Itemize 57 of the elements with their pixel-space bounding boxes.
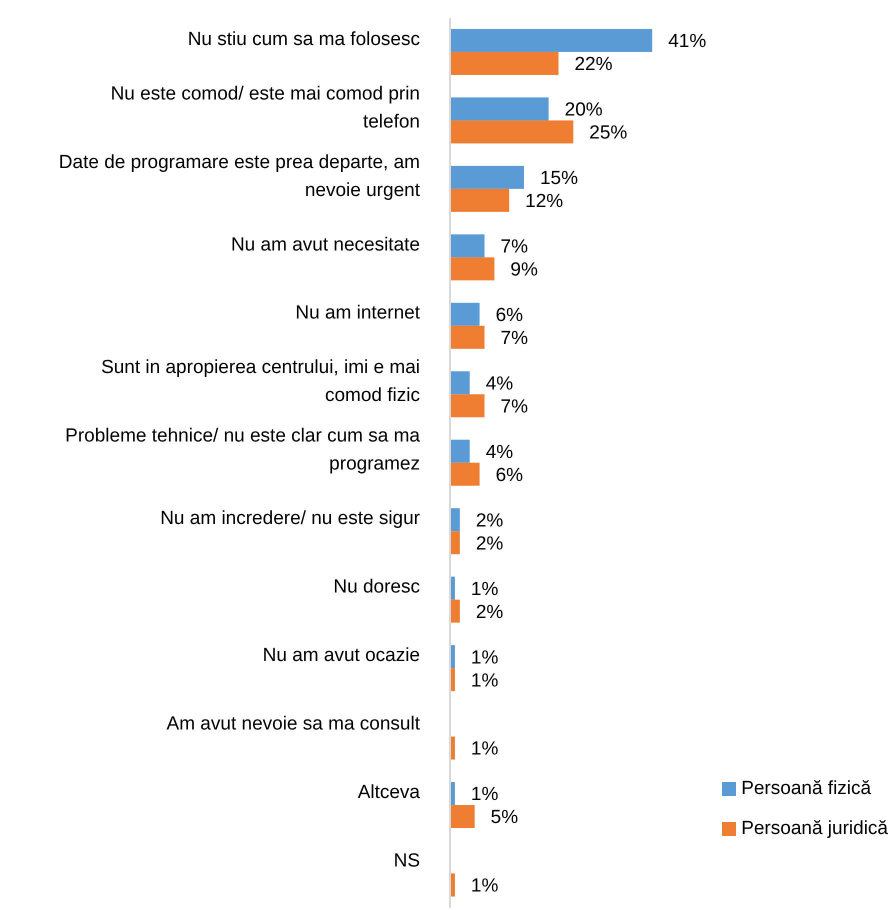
bar — [450, 188, 510, 212]
data-label: 9% — [510, 259, 538, 280]
y-tick-label: Am avut nevoie sa ma consult — [166, 713, 421, 734]
bar — [450, 166, 524, 189]
data-label: 2% — [476, 510, 504, 532]
bar — [450, 28, 652, 52]
legend-label: Persoană juridică — [741, 818, 888, 840]
y-tick-label: Nu am avut ocazie — [262, 645, 420, 666]
y-tick-label: Date de programare este prea departe, am nevoie urgent — [58, 152, 421, 201]
legend-label: Persoană fizică — [741, 778, 872, 800]
bar — [450, 508, 460, 532]
data-label: 1% — [470, 784, 498, 806]
bar — [450, 371, 470, 394]
data-label: 41% — [668, 31, 706, 52]
data-label: 25% — [589, 122, 628, 144]
data-label: 7% — [500, 396, 528, 418]
y-tick-label: Sunt in apropierea centrului, imi e mai comod fizic — [101, 357, 420, 406]
bar — [450, 805, 475, 828]
data-label: 7% — [500, 328, 528, 349]
bar — [450, 234, 485, 258]
y-tick-label: Nu este comod/ este mai comod prin telefon — [110, 83, 420, 132]
y-tick-label: Altceva — [358, 782, 420, 803]
bar — [450, 394, 485, 418]
data-label: 4% — [486, 373, 514, 394]
bar — [450, 120, 574, 144]
data-label: 2% — [476, 533, 504, 554]
bar — [450, 97, 549, 120]
y-tick-label: NS — [394, 850, 420, 872]
data-label: 1% — [470, 578, 498, 600]
data-label: 2% — [476, 602, 504, 623]
data-label: 6% — [496, 464, 524, 486]
data-label: 6% — [496, 304, 524, 326]
bar — [450, 440, 470, 463]
y-tick-label: Nu am internet — [295, 302, 421, 324]
y-tick-label: Nu am avut necesitate — [230, 234, 420, 256]
bar — [450, 52, 558, 75]
bar — [450, 302, 480, 326]
data-label: 4% — [486, 442, 514, 463]
bar — [450, 531, 460, 554]
y-tick-label: Nu doresc — [333, 576, 420, 598]
bar — [450, 326, 485, 349]
data-label: 1% — [470, 738, 498, 760]
bar — [450, 600, 460, 623]
bar — [450, 257, 494, 280]
data-label: 20% — [564, 100, 603, 121]
y-tick-label: Probleme tehnice/ nu este clar cum sa ma programez — [65, 426, 420, 475]
data-label: 22% — [574, 54, 613, 76]
data-label: 1% — [470, 670, 498, 692]
data-label: 1% — [470, 647, 498, 668]
data-label: 15% — [540, 168, 578, 190]
data-label: 1% — [470, 876, 498, 897]
bar — [450, 462, 480, 486]
data-label: 7% — [500, 236, 528, 258]
y-tick-label: Nu stiu cum sa ma folosesc — [188, 28, 420, 50]
y-tick-label: Nu am incredere/ nu este sigur — [160, 508, 421, 530]
data-label: 5% — [490, 807, 518, 828]
data-label: 12% — [525, 191, 564, 212]
